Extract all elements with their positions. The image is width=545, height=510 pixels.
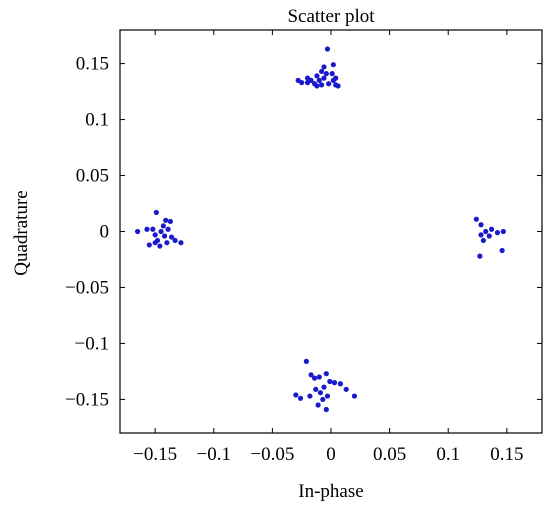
y-tick-label: −0.05 bbox=[65, 277, 109, 298]
scatter-point bbox=[494, 230, 501, 236]
scatter-point bbox=[144, 226, 150, 232]
scatter-point bbox=[327, 378, 333, 385]
scatter-point bbox=[152, 232, 158, 238]
scatter-point bbox=[164, 240, 170, 246]
axis-ticks: −0.15 −0.1 −0.05 0 0.05 0.1 0.15 0.15 0.1 0.05 0 −0… bbox=[65, 30, 542, 465]
scatter-point bbox=[146, 242, 152, 248]
scatter-point bbox=[314, 83, 320, 89]
scatter-point bbox=[478, 222, 484, 228]
scatter-point bbox=[134, 228, 141, 235]
scatter-point bbox=[307, 393, 313, 399]
x-tick-label: 0.1 bbox=[436, 444, 460, 465]
scatter-point bbox=[324, 393, 331, 399]
scatter-point bbox=[152, 240, 158, 246]
scatter-point bbox=[150, 226, 156, 232]
x-tick-label: 0.15 bbox=[490, 444, 523, 465]
scatter-point bbox=[178, 240, 184, 246]
scatter-point bbox=[316, 374, 322, 380]
y-tick-label: 0.1 bbox=[85, 110, 109, 131]
scatter-point bbox=[343, 386, 349, 392]
scatter-point bbox=[153, 209, 159, 216]
plot-frame bbox=[119, 29, 543, 434]
x-tick-label: −0.05 bbox=[250, 444, 294, 465]
scatter-point bbox=[324, 46, 331, 52]
scatter-point bbox=[303, 358, 309, 364]
scatter-point bbox=[488, 226, 495, 232]
scatter-point bbox=[160, 223, 166, 229]
scatter-point bbox=[499, 247, 505, 254]
scatter-point bbox=[311, 375, 318, 381]
scatter-point bbox=[161, 233, 168, 239]
scatter-point bbox=[323, 406, 329, 413]
y-tick-label: 0 bbox=[100, 222, 110, 243]
scatter-point bbox=[326, 81, 332, 87]
scatter-point bbox=[319, 82, 325, 88]
y-tick-label: 0.05 bbox=[76, 166, 109, 187]
scatter-point bbox=[477, 253, 483, 259]
scatter-point bbox=[500, 228, 506, 235]
x-tick-label: −0.15 bbox=[133, 444, 177, 465]
scatter-point bbox=[172, 237, 178, 244]
scatter-point bbox=[157, 243, 163, 249]
x-tick-label: 0 bbox=[326, 444, 336, 465]
scatter-point bbox=[167, 218, 174, 225]
y-tick-label: 0.15 bbox=[76, 54, 109, 75]
scatter-point bbox=[297, 395, 304, 401]
scatter-point bbox=[329, 71, 335, 77]
scatter-point bbox=[480, 237, 486, 244]
scatter-point bbox=[313, 386, 319, 392]
scatter-point bbox=[351, 393, 358, 399]
scatter-point bbox=[321, 64, 327, 70]
scatter-point bbox=[165, 226, 171, 232]
x-axis-label: In-phase bbox=[298, 481, 364, 502]
y-tick-label: −0.1 bbox=[75, 333, 109, 354]
scatter-point bbox=[323, 71, 329, 77]
scatter-point bbox=[299, 80, 305, 86]
scatter-point bbox=[315, 402, 321, 408]
scatter-point bbox=[168, 234, 175, 240]
scatter-point bbox=[330, 62, 336, 68]
scatter-point bbox=[333, 75, 339, 81]
scatter-point bbox=[473, 216, 479, 222]
scatter-point bbox=[293, 392, 299, 398]
scatter-point bbox=[323, 371, 329, 377]
x-tick-label: 0.05 bbox=[373, 444, 406, 465]
scatter-point bbox=[308, 372, 314, 378]
data-points bbox=[134, 46, 506, 413]
scatter-point bbox=[335, 83, 341, 89]
scatter-point bbox=[314, 73, 320, 79]
scatter-point bbox=[337, 381, 343, 387]
scatter-point bbox=[483, 228, 489, 235]
scatter-point bbox=[316, 77, 322, 83]
scatter-point bbox=[304, 80, 311, 86]
scatter-point bbox=[486, 233, 492, 239]
scatter-point bbox=[319, 68, 325, 75]
scatter-point bbox=[331, 380, 338, 386]
scatter-point bbox=[317, 390, 324, 396]
y-tick-label: −0.15 bbox=[65, 389, 109, 410]
scatter-point bbox=[478, 232, 484, 238]
scatter-point bbox=[158, 228, 164, 235]
x-tick-label: −0.1 bbox=[197, 444, 231, 465]
scatter-point bbox=[320, 396, 326, 403]
scatter-point bbox=[321, 384, 327, 390]
chart-title: Scatter plot bbox=[287, 6, 375, 27]
scatter-point bbox=[321, 75, 327, 81]
scatter-point bbox=[163, 217, 169, 223]
